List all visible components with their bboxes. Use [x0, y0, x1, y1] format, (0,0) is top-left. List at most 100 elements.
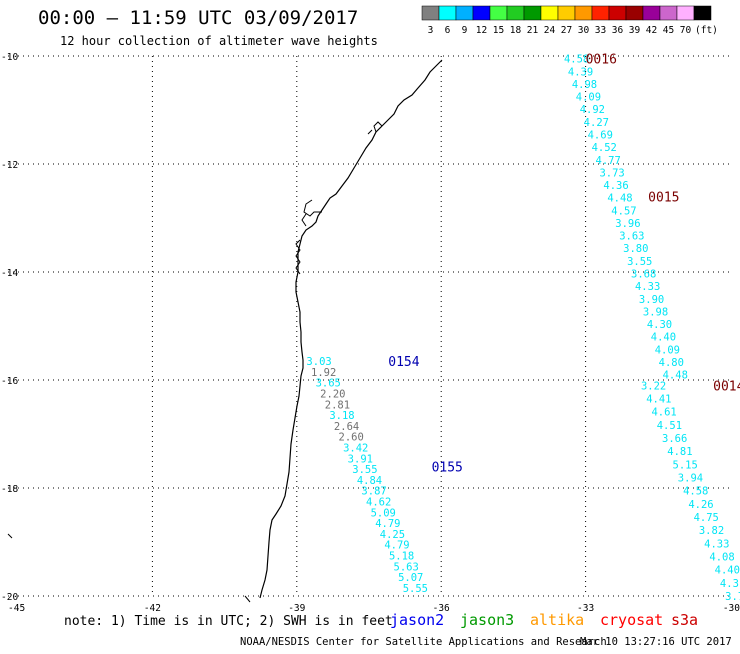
wave-height-value: 1.92: [311, 367, 336, 379]
track-time-label: 0016: [586, 53, 617, 68]
longitude-label: -42: [144, 603, 161, 614]
wave-height-value: 4.30: [647, 319, 672, 331]
legend-label: 3: [428, 25, 434, 36]
track-time-label: 0154: [388, 355, 419, 370]
legend-label: 18: [510, 25, 522, 36]
track-0154-0155: 3.031.923.652.202.813.182.642.603.423.91…: [306, 356, 428, 595]
legend-label: 39: [629, 25, 641, 36]
wave-height-value: 4.40: [651, 332, 676, 344]
legend-swatch: [523, 5, 542, 21]
latitude-label: -14: [1, 268, 18, 279]
footer-timestamp: Mar 10 13:27:16 UTC 2017: [580, 636, 732, 648]
latitude-label: -12: [1, 160, 18, 171]
wave-height-value: 4.58: [564, 54, 589, 66]
wave-height-value: 3.68: [631, 269, 656, 281]
wave-height-value: 4.52: [592, 142, 617, 154]
legend-unit: (ft): [695, 25, 718, 36]
wave-height-value: 4.09: [655, 344, 680, 356]
track-time-label: 0015: [648, 190, 679, 205]
track-time-label: 0155: [432, 460, 463, 475]
wave-height-value: 4.98: [572, 79, 597, 91]
wave-height-value: 3.63: [619, 231, 644, 243]
wave-height-value: 4.62: [366, 497, 391, 509]
legend-swatch: [676, 5, 695, 21]
longitude-label: -33: [577, 603, 594, 614]
legend-label: 24: [544, 25, 556, 36]
satellite-cryosat: cryosat: [600, 611, 663, 629]
legend-swatch: [591, 5, 610, 21]
legend-label: 21: [527, 25, 539, 36]
wave-height-value: 4.61: [651, 407, 676, 419]
footer-note: note: 1) Time is in UTC; 2) SWH is in fe…: [64, 614, 393, 629]
wave-height-value: 4.08: [709, 552, 734, 564]
lat-lon-grid: [8, 55, 730, 597]
satellite-jason2: jason2: [390, 611, 444, 629]
track-0014: 3.22 4.414.614.513.664.815.15 3.944.584.26…: [641, 380, 740, 603]
wave-height-value: 5.07: [398, 572, 423, 584]
wave-height-value: 2.64: [334, 421, 359, 433]
legend-label: 9: [462, 25, 468, 36]
wave-height-value: 3.55: [352, 464, 377, 476]
wave-height-value: 2.60: [339, 432, 364, 444]
page-title: 00:00 – 11:59 UTC 03/09/2017: [38, 7, 358, 29]
legend-label: 27: [561, 25, 572, 36]
wave-height-value: 3.90: [639, 294, 664, 306]
wave-height-value: 4.40: [715, 565, 740, 577]
wave-height-value: 4.92: [580, 104, 605, 116]
wave-height-value: 2.20: [320, 389, 345, 401]
legend-label: 15: [493, 25, 504, 36]
wave-height-value: 3.22: [641, 380, 666, 392]
wave-height-value: 4.33: [635, 281, 660, 293]
wave-height-value: 3.91: [348, 453, 373, 465]
wave-height-value: 4.33: [704, 538, 729, 550]
coast-detail-bay: [295, 121, 383, 275]
altimeter-tracks: 4.584.394.984.094.924.274.694.524.773.73…: [306, 54, 740, 603]
legend-swatch: [693, 5, 712, 21]
legend-label: 30: [578, 25, 590, 36]
wave-height-value: 4.79: [384, 540, 409, 552]
axis-labels: -10 -12 -14 -16 -18 -20-45 -42 -39 -36 -33 -30: [1, 52, 740, 614]
legend-swatch: [472, 5, 491, 21]
wave-height-value: 4.69: [588, 130, 613, 142]
legend-label: 45: [663, 25, 674, 36]
wave-height-value: 4.80: [659, 357, 684, 369]
latitude-label: -16: [1, 376, 18, 387]
legend-label: 6: [445, 25, 451, 36]
wave-height-value: 4.48: [663, 370, 688, 382]
legend-swatch: [455, 5, 474, 21]
legend-swatch: [489, 5, 508, 21]
legend-swatch: [540, 5, 559, 21]
wave-height-value: 3.96: [615, 218, 640, 230]
wave-height-value: 4.51: [657, 420, 682, 432]
latitude-label: -20: [1, 592, 18, 603]
legend-label: 12: [476, 25, 487, 36]
wave-height-value: 4.58: [683, 486, 708, 498]
brazil-coastline: [259, 59, 443, 599]
satellite-altika: altika: [530, 611, 584, 629]
wave-height-value: 3.55: [627, 256, 652, 268]
wave-height-value: 4.25: [380, 529, 405, 541]
satellite-jason3: jason3: [460, 611, 514, 629]
wave-height-value: 3.87: [361, 486, 386, 498]
color-scale-legend: 3 6 9 12 15 18 21 24 27 30 33 36 39 42 45 70 (ft): [421, 5, 718, 36]
legend-label: 36: [612, 25, 624, 36]
wave-height-value: 3.03: [306, 356, 331, 368]
longitude-label: -39: [288, 603, 305, 614]
legend-swatch: [557, 5, 576, 21]
wave-height-value: 3.80: [623, 243, 648, 255]
coastline: [7, 59, 443, 603]
wave-height-value: 3.42: [343, 443, 368, 455]
wave-height-value: 5.15: [673, 459, 698, 471]
longitude-label: -45: [8, 603, 25, 614]
legend-swatch: [642, 5, 661, 21]
wave-height-value: 3.74: [725, 591, 740, 603]
legend-label: 42: [646, 25, 657, 36]
wave-height-value: 4.81: [667, 446, 692, 458]
wave-height-value: 5.63: [394, 561, 419, 573]
wave-height-value: 3.66: [662, 433, 687, 445]
legend-swatch: [421, 5, 440, 21]
legend-swatch: [625, 5, 644, 21]
track-0016-0015: 4.584.394.984.094.924.274.694.524.773.73…: [564, 54, 688, 382]
wave-height-value: 3.18: [329, 410, 354, 422]
